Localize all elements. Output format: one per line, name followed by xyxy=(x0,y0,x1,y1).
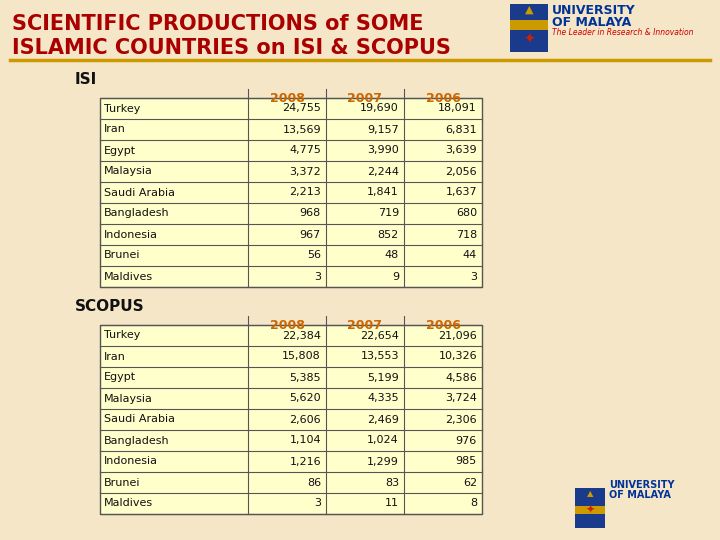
Text: Brunei: Brunei xyxy=(104,477,140,488)
Text: 56: 56 xyxy=(307,251,321,260)
Text: 21,096: 21,096 xyxy=(438,330,477,341)
Text: 1,841: 1,841 xyxy=(367,187,399,198)
Text: Iran: Iran xyxy=(104,352,126,361)
Text: UNIVERSITY: UNIVERSITY xyxy=(552,4,636,17)
Text: The Leader in Research & Innovation: The Leader in Research & Innovation xyxy=(552,28,693,37)
Text: 10,326: 10,326 xyxy=(438,352,477,361)
Text: ISI: ISI xyxy=(75,72,97,87)
Text: Egypt: Egypt xyxy=(104,373,136,382)
Text: 976: 976 xyxy=(456,435,477,445)
FancyBboxPatch shape xyxy=(510,4,548,52)
Text: ▲: ▲ xyxy=(587,489,593,498)
Text: ISLAMIC COUNTRIES on ISI & SCOPUS: ISLAMIC COUNTRIES on ISI & SCOPUS xyxy=(12,38,451,58)
Text: 4,775: 4,775 xyxy=(289,145,321,156)
Text: 1,024: 1,024 xyxy=(367,435,399,445)
Text: 852: 852 xyxy=(378,230,399,240)
Text: OF MALAYA: OF MALAYA xyxy=(552,16,631,29)
Text: SCIENTIFIC PRODUCTIONS of SOME: SCIENTIFIC PRODUCTIONS of SOME xyxy=(12,14,423,34)
Text: Saudi Arabia: Saudi Arabia xyxy=(104,415,175,424)
Text: 3: 3 xyxy=(470,272,477,281)
Text: 48: 48 xyxy=(384,251,399,260)
Text: 719: 719 xyxy=(378,208,399,219)
Text: 44: 44 xyxy=(463,251,477,260)
Text: 968: 968 xyxy=(300,208,321,219)
Text: 2008: 2008 xyxy=(269,92,305,105)
Text: 3,639: 3,639 xyxy=(446,145,477,156)
Text: 2,306: 2,306 xyxy=(446,415,477,424)
Text: 2007: 2007 xyxy=(348,92,382,105)
Text: 3,724: 3,724 xyxy=(445,394,477,403)
Text: 680: 680 xyxy=(456,208,477,219)
Text: 2006: 2006 xyxy=(426,92,460,105)
Text: 19,690: 19,690 xyxy=(360,104,399,113)
Text: 4,586: 4,586 xyxy=(445,373,477,382)
Text: 2006: 2006 xyxy=(426,319,460,332)
Text: UNIVERSITY: UNIVERSITY xyxy=(609,480,675,490)
Text: 86: 86 xyxy=(307,477,321,488)
FancyBboxPatch shape xyxy=(100,325,482,514)
Text: 2,213: 2,213 xyxy=(289,187,321,198)
Text: Malaysia: Malaysia xyxy=(104,394,153,403)
Text: 967: 967 xyxy=(300,230,321,240)
Text: 8: 8 xyxy=(470,498,477,509)
Text: 3: 3 xyxy=(314,272,321,281)
Text: 985: 985 xyxy=(456,456,477,467)
Text: 6,831: 6,831 xyxy=(446,125,477,134)
Text: 13,569: 13,569 xyxy=(282,125,321,134)
Text: 2007: 2007 xyxy=(348,319,382,332)
FancyBboxPatch shape xyxy=(510,20,548,30)
Text: 1,216: 1,216 xyxy=(289,456,321,467)
Text: 4,335: 4,335 xyxy=(367,394,399,403)
Text: Indonesia: Indonesia xyxy=(104,230,158,240)
Text: 5,199: 5,199 xyxy=(367,373,399,382)
Text: 3,372: 3,372 xyxy=(289,166,321,177)
Text: ✦: ✦ xyxy=(585,505,595,515)
FancyBboxPatch shape xyxy=(100,98,482,287)
Text: 24,755: 24,755 xyxy=(282,104,321,113)
Text: 1,299: 1,299 xyxy=(367,456,399,467)
Text: Saudi Arabia: Saudi Arabia xyxy=(104,187,175,198)
Text: SCOPUS: SCOPUS xyxy=(75,299,145,314)
Text: 2,056: 2,056 xyxy=(446,166,477,177)
Text: Turkey: Turkey xyxy=(104,104,140,113)
Text: ✦: ✦ xyxy=(523,33,535,47)
Text: Bangladesh: Bangladesh xyxy=(104,208,170,219)
Text: Maldives: Maldives xyxy=(104,272,153,281)
Text: 9: 9 xyxy=(392,272,399,281)
Text: 15,808: 15,808 xyxy=(282,352,321,361)
Text: Egypt: Egypt xyxy=(104,145,136,156)
Text: Malaysia: Malaysia xyxy=(104,166,153,177)
Text: Turkey: Turkey xyxy=(104,330,140,341)
Text: 5,620: 5,620 xyxy=(289,394,321,403)
Text: 2,469: 2,469 xyxy=(367,415,399,424)
Text: 3,990: 3,990 xyxy=(367,145,399,156)
FancyBboxPatch shape xyxy=(575,488,605,528)
Text: 9,157: 9,157 xyxy=(367,125,399,134)
Text: 3: 3 xyxy=(314,498,321,509)
Text: 62: 62 xyxy=(463,477,477,488)
Text: 22,654: 22,654 xyxy=(360,330,399,341)
Text: Bangladesh: Bangladesh xyxy=(104,435,170,445)
Text: 22,384: 22,384 xyxy=(282,330,321,341)
FancyBboxPatch shape xyxy=(575,506,605,514)
Text: Brunei: Brunei xyxy=(104,251,140,260)
Text: 5,385: 5,385 xyxy=(289,373,321,382)
Text: Indonesia: Indonesia xyxy=(104,456,158,467)
Text: 2,606: 2,606 xyxy=(289,415,321,424)
Text: 11: 11 xyxy=(385,498,399,509)
Text: 2008: 2008 xyxy=(269,319,305,332)
Text: 1,637: 1,637 xyxy=(446,187,477,198)
Text: Maldives: Maldives xyxy=(104,498,153,509)
Text: ▲: ▲ xyxy=(525,5,534,15)
Text: 18,091: 18,091 xyxy=(438,104,477,113)
Text: 2,244: 2,244 xyxy=(367,166,399,177)
Text: 718: 718 xyxy=(456,230,477,240)
Text: 83: 83 xyxy=(385,477,399,488)
Text: 1,104: 1,104 xyxy=(289,435,321,445)
Text: OF MALAYA: OF MALAYA xyxy=(609,490,671,500)
Text: Iran: Iran xyxy=(104,125,126,134)
Text: 13,553: 13,553 xyxy=(361,352,399,361)
